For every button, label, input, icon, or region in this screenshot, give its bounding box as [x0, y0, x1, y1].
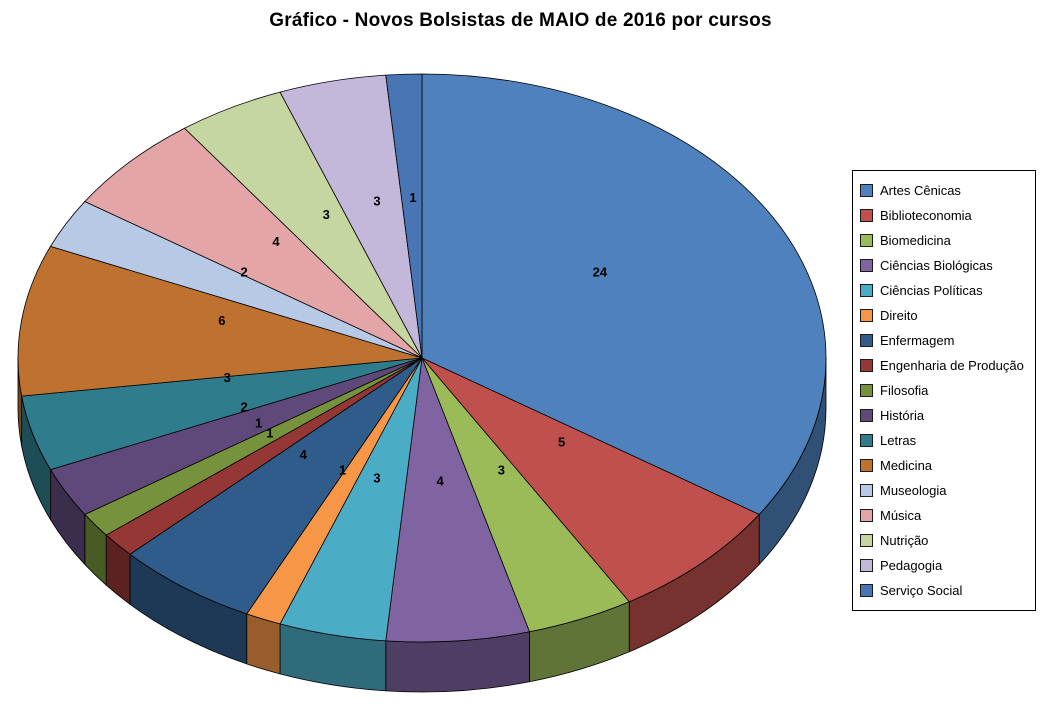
legend-item: Pedagogia	[860, 553, 1029, 578]
legend-label: Enfermagem	[880, 333, 955, 348]
pie-data-label-11: 6	[218, 313, 225, 328]
pie-slice-1	[421, 357, 760, 603]
pie-data-label-15: 3	[373, 194, 380, 209]
legend-swatch	[860, 284, 873, 297]
legend-item: Artes Cênicas	[860, 178, 1029, 203]
legend-item: História	[860, 403, 1029, 428]
legend-label: Engenharia de Produção	[880, 358, 1024, 373]
legend-label: Serviço Social	[880, 583, 963, 598]
pie-slice-11	[17, 245, 423, 397]
legend-swatch	[860, 434, 873, 447]
pie-data-label-3: 4	[436, 473, 444, 488]
pie-slice-6	[129, 357, 423, 615]
legend-swatch	[860, 559, 873, 572]
legend-swatch	[860, 384, 873, 397]
chart-title: Gráfico - Novos Bolsistas de MAIO de 201…	[269, 10, 772, 31]
legend-swatch	[860, 459, 873, 472]
legend-label: Artes Cênicas	[880, 183, 961, 198]
pie-data-label-12: 2	[241, 265, 248, 280]
legend-item: Filosofia	[860, 378, 1029, 403]
legend-label: Biomedicina	[880, 233, 951, 248]
legend-label: Biblioteconomia	[880, 208, 972, 223]
pie-slice-16	[385, 73, 423, 359]
legend-item: Biomedicina	[860, 228, 1029, 253]
legend-swatch	[860, 584, 873, 597]
legend-item: Biblioteconomia	[860, 203, 1029, 228]
legend-swatch	[860, 484, 873, 497]
pie-data-label-4: 3	[373, 470, 380, 485]
legend-label: História	[880, 408, 925, 423]
legend-item: Ciências Políticas	[860, 278, 1029, 303]
pie-data-label-10: 3	[224, 370, 231, 385]
pie-data-label-1: 5	[558, 435, 565, 450]
pie-data-label-9: 2	[241, 399, 248, 414]
pie-data-label-6: 4	[300, 447, 308, 462]
pie-slice-3	[385, 357, 530, 643]
legend-swatch	[860, 359, 873, 372]
legend-item: Serviço Social	[860, 578, 1029, 603]
legend-swatch	[860, 184, 873, 197]
legend-swatch	[860, 534, 873, 547]
pie-slice-13	[84, 127, 423, 359]
legend-label: Letras	[880, 433, 917, 448]
pie-data-label-13: 4	[272, 234, 280, 249]
pie-data-label-16: 1	[409, 190, 416, 205]
legend-label: Medicina	[880, 458, 933, 473]
pie-data-label-14: 3	[323, 207, 330, 222]
legend-swatch	[860, 259, 873, 272]
legend-label: Nutrição	[880, 533, 929, 548]
pie-data-label-2: 3	[498, 463, 505, 478]
legend-item: Medicina	[860, 453, 1029, 478]
legend-swatch	[860, 209, 873, 222]
legend-swatch	[860, 334, 873, 347]
legend-item: Nutrição	[860, 528, 1029, 553]
legend-item: Enfermagem	[860, 328, 1029, 353]
legend-items: Artes Cênicas Biblioteconomia Biomedicina C…	[860, 178, 1029, 603]
pie-slice-0	[421, 73, 827, 515]
legend-label: Pedagogia	[880, 558, 943, 573]
legend-label: Direito	[880, 308, 918, 323]
legend-label: Música	[880, 508, 922, 523]
legend-swatch	[860, 309, 873, 322]
pie-data-label-0: 24	[593, 265, 608, 280]
legend-swatch	[860, 409, 873, 422]
legend-swatch	[860, 234, 873, 247]
legend-item: Museologia	[860, 478, 1029, 503]
pie-data-label-8: 1	[255, 415, 262, 430]
legend-item: Música	[860, 503, 1029, 528]
chart-legend: Artes Cênicas Biblioteconomia Biomedicina C…	[852, 170, 1036, 611]
legend-label: Filosofia	[880, 383, 929, 398]
legend-label: Museologia	[880, 483, 947, 498]
legend-item: Letras	[860, 428, 1029, 453]
legend-item: Ciências Biológicas	[860, 253, 1029, 278]
legend-label: Ciências Biológicas	[880, 258, 993, 273]
legend-swatch	[860, 509, 873, 522]
pie-data-label-7: 1	[266, 425, 273, 440]
legend-label: Ciências Políticas	[880, 283, 983, 298]
legend-item: Direito	[860, 303, 1029, 328]
legend-item: Engenharia de Produção	[860, 353, 1029, 378]
pie-data-label-5: 1	[339, 463, 346, 478]
